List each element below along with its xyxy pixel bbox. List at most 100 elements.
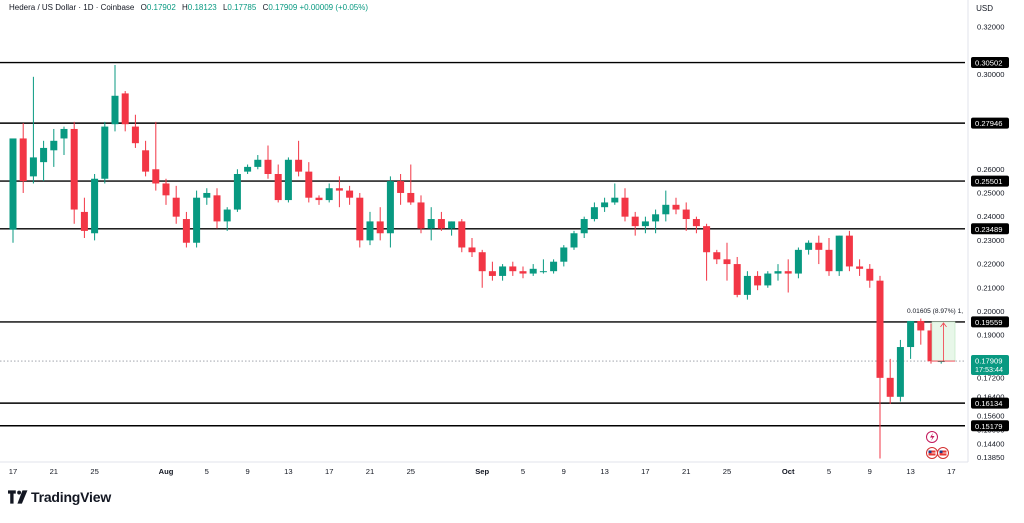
candle[interactable]: [743, 271, 751, 300]
candle[interactable]: [927, 323, 935, 364]
candle[interactable]: [621, 188, 629, 222]
candle[interactable]: [417, 195, 425, 234]
us-flag-event-icon[interactable]: [926, 447, 949, 459]
candle[interactable]: [264, 145, 272, 179]
candle[interactable]: [315, 195, 323, 205]
candle[interactable]: [845, 230, 853, 272]
candle[interactable]: [295, 140, 303, 177]
candle[interactable]: [754, 271, 762, 291]
candle[interactable]: [203, 188, 211, 205]
candle[interactable]: [703, 223, 711, 281]
candle[interactable]: [366, 211, 374, 246]
candle[interactable]: [631, 211, 639, 236]
level-price-badge[interactable]: [971, 397, 1009, 409]
candle[interactable]: [131, 114, 139, 148]
candle[interactable]: [835, 235, 843, 276]
candle[interactable]: [91, 174, 99, 241]
candle[interactable]: [386, 176, 394, 248]
candle[interactable]: [876, 275, 884, 459]
candle[interactable]: [19, 123, 27, 193]
candle[interactable]: [70, 121, 78, 224]
candle[interactable]: [193, 190, 201, 248]
candle[interactable]: [284, 157, 292, 203]
candle[interactable]: [672, 197, 680, 215]
candle[interactable]: [907, 320, 915, 359]
candle[interactable]: [550, 259, 558, 274]
candle[interactable]: [458, 219, 466, 253]
lightning-event-icon[interactable]: [926, 431, 938, 443]
candle[interactable]: [274, 164, 282, 203]
candle[interactable]: [815, 235, 823, 265]
symbol-title[interactable]: Hedera / US Dollar · 1D · Coinbase: [9, 3, 135, 12]
candle[interactable]: [40, 140, 48, 182]
candle[interactable]: [825, 238, 833, 276]
candle[interactable]: [223, 207, 231, 231]
candle[interactable]: [794, 247, 802, 279]
candle[interactable]: [529, 264, 537, 276]
candle[interactable]: [111, 64, 119, 132]
candle[interactable]: [9, 138, 17, 243]
candle[interactable]: [448, 221, 456, 236]
candle[interactable]: [346, 185, 354, 205]
candle[interactable]: [488, 261, 496, 281]
candle[interactable]: [254, 155, 262, 170]
candle[interactable]: [172, 185, 180, 224]
level-price-badge[interactable]: [971, 175, 1009, 187]
candle[interactable]: [896, 339, 904, 402]
candle[interactable]: [60, 126, 68, 156]
candle[interactable]: [152, 121, 160, 191]
candle[interactable]: [764, 271, 772, 288]
candle[interactable]: [652, 209, 660, 234]
level-price-badge[interactable]: [971, 420, 1009, 432]
candle[interactable]: [886, 358, 894, 404]
candle[interactable]: [101, 121, 109, 184]
candle[interactable]: [682, 202, 690, 231]
candle[interactable]: [590, 202, 598, 222]
candle[interactable]: [142, 140, 150, 177]
level-price-badge[interactable]: [971, 316, 1009, 328]
candle[interactable]: [305, 162, 313, 203]
candle[interactable]: [233, 169, 241, 212]
candle[interactable]: [213, 188, 221, 229]
candle[interactable]: [713, 249, 721, 265]
candle[interactable]: [641, 216, 649, 234]
candle[interactable]: [856, 259, 864, 276]
candle[interactable]: [805, 240, 813, 255]
candle[interactable]: [509, 261, 517, 276]
level-price-badge[interactable]: [971, 117, 1009, 129]
candle[interactable]: [580, 216, 588, 238]
candle[interactable]: [611, 183, 619, 205]
level-price-badge[interactable]: [971, 57, 1009, 69]
candle[interactable]: [162, 178, 170, 205]
candle[interactable]: [376, 207, 384, 241]
candle[interactable]: [692, 216, 700, 234]
candle[interactable]: [356, 192, 364, 248]
candle[interactable]: [499, 264, 507, 281]
current-price-badge[interactable]: [971, 355, 1009, 376]
candle[interactable]: [437, 211, 445, 231]
candle[interactable]: [917, 318, 925, 345]
candle[interactable]: [662, 190, 670, 222]
tradingview-logo[interactable]: TradingView: [8, 489, 111, 505]
candle[interactable]: [244, 164, 252, 174]
candle[interactable]: [774, 264, 782, 281]
candle[interactable]: [468, 238, 476, 257]
candle[interactable]: [733, 256, 741, 298]
candle[interactable]: [407, 164, 415, 205]
candle[interactable]: [121, 91, 129, 132]
candle[interactable]: [784, 259, 792, 293]
candle[interactable]: [539, 259, 547, 274]
level-price-badge[interactable]: [971, 223, 1009, 235]
candle[interactable]: [50, 128, 58, 167]
candle[interactable]: [80, 197, 88, 238]
candle[interactable]: [519, 266, 527, 279]
candle[interactable]: [560, 245, 568, 267]
candle[interactable]: [335, 176, 343, 208]
candle[interactable]: [601, 197, 609, 212]
candle[interactable]: [397, 174, 405, 205]
currency-label[interactable]: USD: [976, 4, 993, 13]
candle[interactable]: [427, 207, 435, 241]
candle[interactable]: [866, 264, 874, 288]
